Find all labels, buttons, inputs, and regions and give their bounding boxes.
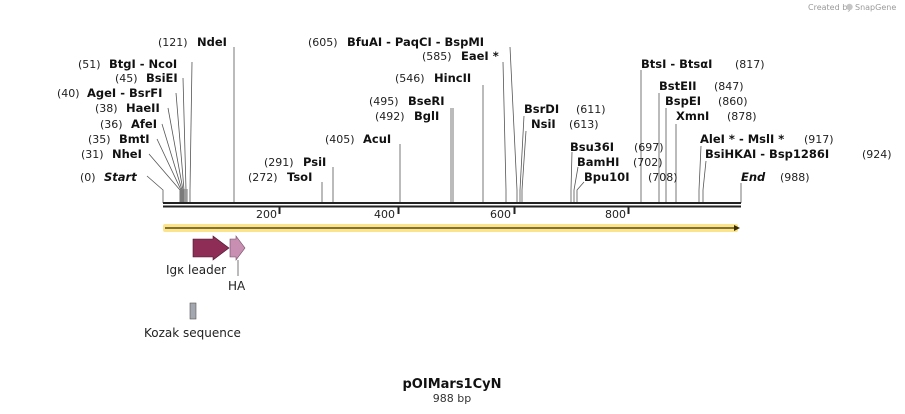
tick-mark-800 <box>627 207 630 214</box>
site-number-xmni: (878) <box>727 110 757 123</box>
igk-leader-feature[interactable] <box>192 235 230 261</box>
site-label-bmti: BmtI <box>119 132 150 146</box>
site-label-btsi: BtsI - BtsαI <box>641 57 712 71</box>
site-number-nhei: (31) <box>81 148 104 161</box>
site-number-bfuai: (605) <box>308 36 338 49</box>
site-number-bspei: (860) <box>718 95 748 108</box>
leader-line-afei <box>161 123 183 203</box>
site-number-eaei: (585) <box>422 50 452 63</box>
leader-line-bamhi <box>573 166 579 203</box>
site-cluster-marker <box>180 189 188 202</box>
tick-label-200: 200 <box>256 208 277 221</box>
site-label-ndei: NdeI <box>197 35 227 49</box>
site-number-bsu36i: (697) <box>634 141 664 154</box>
site-number-start: (0) <box>80 171 96 184</box>
site-number-tsoi: (272) <box>248 171 278 184</box>
site-label-tsoi: TsoI <box>287 170 312 184</box>
site-number-bsiei: (45) <box>115 72 138 85</box>
site-label-haeii: HaeII <box>126 101 160 115</box>
site-label-hincii: HincII <box>434 71 471 85</box>
site-number-psii: (291) <box>264 156 294 169</box>
site-label-bspei: BspEI <box>665 94 701 108</box>
tick-label-600: 600 <box>490 208 511 221</box>
tick-mark-400 <box>397 207 400 214</box>
site-number-afei: (36) <box>100 118 123 131</box>
tick-mark-600 <box>513 207 516 214</box>
leader-line-nsii <box>521 130 527 203</box>
site-number-hincii: (546) <box>395 72 425 85</box>
leader-line-alei <box>698 145 702 203</box>
site-label-psii: PsiI <box>303 155 326 169</box>
site-number-nsii: (613) <box>569 118 599 131</box>
site-number-bsrdi: (611) <box>576 103 606 116</box>
site-label-bamhi: BamHI <box>577 155 619 169</box>
plasmid-length: 988 bp <box>433 392 471 405</box>
site-number-bmti: (35) <box>88 133 111 146</box>
site-number-ndei: (121) <box>158 36 188 49</box>
site-label-afei: AfeI <box>131 117 157 131</box>
leader-line-bpu10i <box>576 181 585 203</box>
feature-label-ha: HA <box>228 279 246 293</box>
feature-label-igk-leader: Igκ leader <box>166 263 226 277</box>
orf-arrow <box>163 224 740 232</box>
site-number-bpu10i: (708) <box>648 171 678 184</box>
site-number-acui: (405) <box>325 133 355 146</box>
leader-line-btgi <box>189 61 193 203</box>
leader-line-bsrdi <box>519 115 525 203</box>
plasmid-name: pOIMars1CyN <box>403 377 502 392</box>
site-label-btgi: BtgI - NcoI <box>109 57 177 71</box>
leader-line-bsihkai <box>702 160 707 203</box>
site-label-bsrdi: BsrDI <box>524 102 559 116</box>
site-label-bfuai: BfuAI - PaqCI - BspMI <box>347 35 484 49</box>
credit-prefix: Created by <box>808 3 852 12</box>
site-number-haeii: (38) <box>95 102 118 115</box>
leader-line-eaei <box>502 61 507 203</box>
site-number-bseri: (495) <box>369 95 399 108</box>
site-number-bsihkai: (924) <box>862 148 892 161</box>
tick-label-800: 800 <box>605 208 626 221</box>
leader-line-bfuai <box>509 46 518 203</box>
site-number-agei: (40) <box>57 87 80 100</box>
snapgene-logo-icon <box>846 3 853 11</box>
site-label-bsteii: BstEII <box>659 79 697 93</box>
site-number-end: (988) <box>780 171 810 184</box>
site-label-acui: AcuI <box>363 132 391 146</box>
ha-tag-feature[interactable] <box>229 235 246 261</box>
site-label-bsu36i: Bsu36I <box>570 140 614 154</box>
credit-brand: SnapGene <box>855 3 896 12</box>
site-label-bsiei: BsiEI <box>146 71 178 85</box>
feature-label-kozak: Kozak sequence <box>144 326 241 340</box>
site-label-nhei: NheI <box>112 147 142 161</box>
site-label-nsii: NsiI <box>531 117 556 131</box>
site-label-end: End <box>741 170 766 184</box>
tick-mark-200 <box>278 207 281 214</box>
site-label-bgli: BglI <box>414 109 439 123</box>
site-label-eaei: EaeI * <box>461 49 499 63</box>
leader-line-start <box>146 175 164 203</box>
site-label-alei: AleI * - MslI * <box>700 132 784 146</box>
leader-line-bmti <box>156 138 182 203</box>
site-number-bsteii: (847) <box>714 80 744 93</box>
site-number-btsi: (817) <box>735 58 765 71</box>
dna-strand-bottom <box>163 205 741 208</box>
kozak-sequence-feature[interactable] <box>189 302 197 320</box>
site-label-start: Start <box>104 170 137 184</box>
site-label-bpu10i: Bpu10I <box>584 170 629 184</box>
site-number-bgli: (492) <box>375 110 405 123</box>
site-number-alei: (917) <box>804 133 834 146</box>
site-number-btgi: (51) <box>78 58 101 71</box>
leader-line-bsu36i <box>570 151 573 203</box>
site-label-agei: AgeI - BsrFI <box>87 86 162 100</box>
site-number-bamhi: (702) <box>633 156 663 169</box>
tick-label-400: 400 <box>374 208 395 221</box>
dna-strand-top <box>163 202 741 204</box>
site-label-bsihkai: BsiHKAI - Bsp1286I <box>705 147 829 161</box>
site-label-bseri: BseRI <box>408 94 445 108</box>
site-label-xmni: XmnI <box>676 109 709 123</box>
